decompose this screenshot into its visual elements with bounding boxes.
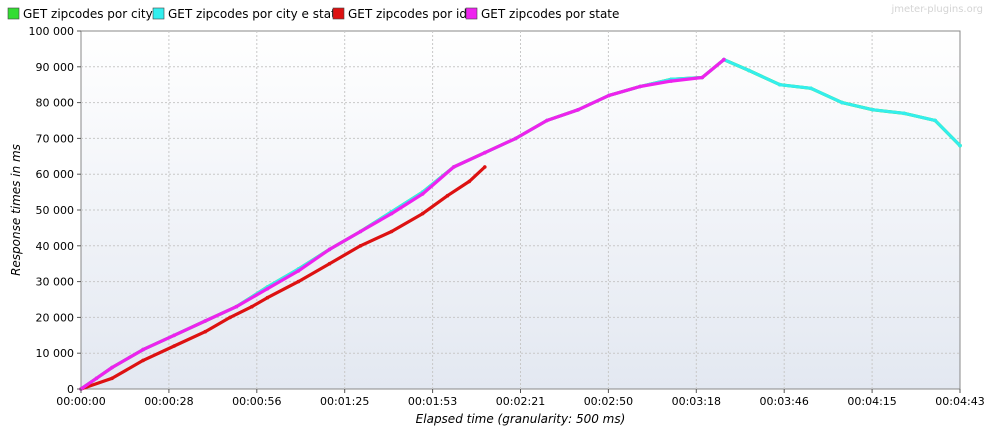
x-tick-label: 00:01:25 (320, 395, 369, 408)
series-point (420, 211, 425, 216)
legend-label: GET zipcodes por city e state (168, 7, 343, 21)
y-axis-ticks: 0 10 000 20 000 30 000 40 000 50 000 60 000 70 … (29, 25, 81, 396)
series-point (840, 100, 844, 105)
series-point (607, 93, 611, 98)
series-point (327, 247, 332, 252)
x-axis-ticks: 00:00:00 00:00:28 00:00:56 00:01:25 00:01:53… (56, 389, 985, 408)
series-point (172, 333, 176, 338)
y-tick-label: 30 000 (36, 276, 75, 289)
x-axis-title: Elapsed time (granularity: 500 ms) (416, 412, 626, 426)
x-tick-label: 00:00:28 (144, 395, 193, 408)
series-point (110, 376, 114, 381)
series-point (545, 118, 549, 123)
legend-item: GET zipcodes por id (332, 7, 467, 21)
x-tick-label: 00:02:21 (496, 395, 545, 408)
series-point (250, 304, 254, 309)
y-tick-label: 10 000 (36, 347, 75, 360)
series-point (234, 304, 239, 309)
series-point (638, 84, 642, 89)
y-tick-label: 0 (67, 383, 74, 396)
series-point (358, 229, 363, 234)
x-tick-label: 00:02:50 (584, 395, 633, 408)
series-point (809, 86, 813, 91)
series-point (722, 57, 726, 62)
series-point (700, 75, 704, 80)
series-point (445, 193, 450, 198)
x-tick-label: 00:01:53 (408, 395, 457, 408)
series-line (79, 165, 487, 391)
series-point (747, 68, 751, 73)
series-point (669, 79, 673, 83)
series-point (203, 319, 207, 323)
series-point (451, 165, 456, 169)
series-point (172, 344, 176, 348)
series-point (94, 376, 99, 381)
series-point (203, 329, 207, 334)
series-point (141, 358, 145, 363)
grid-lines (81, 31, 960, 389)
legend-label: GET zipcodes por state (481, 7, 619, 21)
series-point (576, 108, 580, 112)
legend-item: GET zipcodes por state (465, 7, 619, 21)
legend-swatch (465, 7, 478, 20)
series-point (141, 347, 145, 352)
y-tick-label: 40 000 (36, 240, 75, 253)
y-tick-label: 100 000 (29, 25, 75, 38)
series-point (389, 211, 394, 216)
series-point (389, 229, 394, 234)
series-point (327, 261, 332, 266)
series-point (358, 244, 363, 248)
legend-swatch (7, 7, 20, 20)
legend-item: GET zipcodes por city (7, 7, 153, 21)
series-point (958, 143, 962, 148)
x-tick-label: 00:04:15 (847, 395, 896, 408)
legend-label: GET zipcodes por city (23, 7, 153, 21)
x-tick-label: 00:00:56 (232, 395, 281, 408)
legend: GET zipcodes por city GET zipcodes por ci… (7, 7, 619, 21)
y-tick-label: 20 000 (36, 311, 75, 324)
series-point (933, 118, 937, 123)
y-tick-label: 70 000 (36, 132, 75, 145)
series-point (265, 295, 270, 300)
series-point (420, 192, 425, 196)
series-point (110, 365, 114, 370)
series-point (296, 279, 301, 284)
series-point (871, 108, 875, 112)
legend-swatch (152, 7, 165, 20)
y-tick-label: 50 000 (36, 204, 75, 217)
legend-label: GET zipcodes por id (348, 7, 467, 21)
series-point (902, 111, 906, 116)
y-tick-label: 80 000 (36, 97, 75, 110)
series-point (228, 315, 232, 320)
series-point (514, 136, 518, 141)
y-axis-title: Response times in ms (9, 144, 23, 276)
x-tick-label: 00:03:18 (672, 395, 721, 408)
watermark-text: jmeter-plugins.org (890, 4, 983, 15)
series-point (265, 287, 270, 291)
series-layer (79, 57, 962, 391)
x-tick-label: 00:03:46 (759, 395, 808, 408)
x-tick-label: 00:04:43 (935, 395, 984, 408)
series-point (483, 165, 487, 169)
legend-item: GET zipcodes por city e state (152, 7, 343, 21)
y-tick-label: 90 000 (36, 61, 75, 74)
series-point (467, 179, 472, 184)
series-point (483, 150, 487, 155)
y-tick-label: 60 000 (36, 168, 75, 181)
x-tick-label: 00:00:00 (56, 395, 105, 408)
legend-swatch (332, 7, 345, 20)
series-point (296, 269, 301, 273)
series-point (778, 82, 782, 87)
